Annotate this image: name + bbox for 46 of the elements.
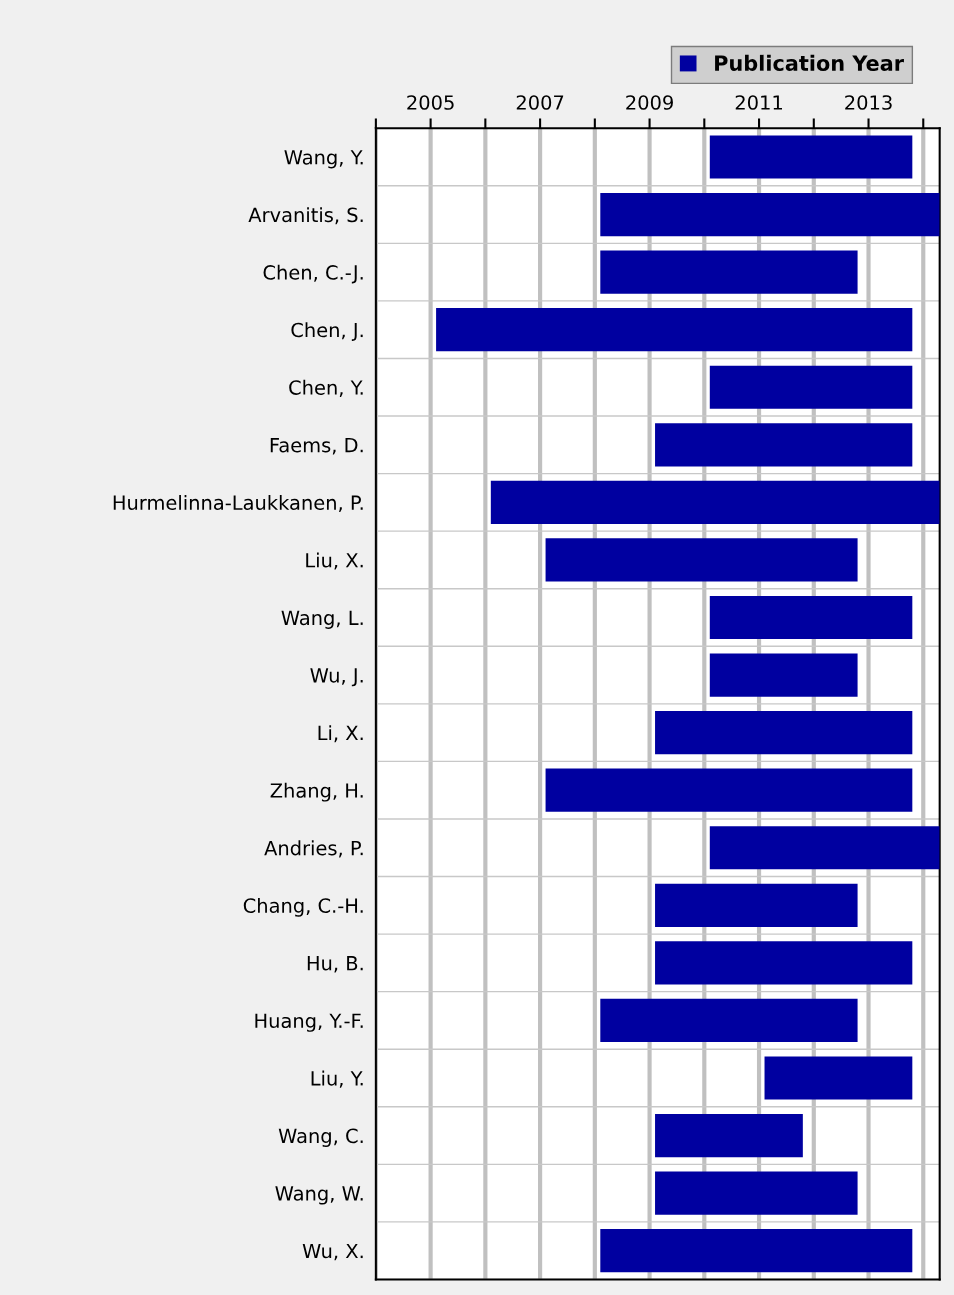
y-tick-label: Faems, D. [270,438,363,455]
y-tick-label: Zhang, H. [270,782,363,802]
y-tick-label: Huang, Y.-F. [255,1013,363,1032]
bar [490,480,940,524]
bar [709,135,913,179]
bar [600,998,858,1043]
x-tick-label: 2011 [735,95,782,110]
bar [709,653,858,697]
y-tick-label: Wang, Y. [284,150,363,169]
x-tick-label: 2009 [626,95,673,110]
y-tick-label: Hu, B. [307,956,363,973]
bar [600,1229,913,1273]
y-tick-label: Liu, Y. [311,1070,363,1088]
bar [655,1171,858,1215]
x-tick-label: 2005 [407,95,454,110]
legend-label: Publication Year [715,54,904,71]
y-tick-label: Arvanitis, S. [248,207,363,225]
x-tick-label: 2013 [845,95,892,110]
y-tick-label: Wang, W. [275,1186,363,1205]
y-tick-label: Hurmelinna-Laukkanen, P. [113,494,363,513]
bar [655,711,913,755]
bar [600,192,940,237]
bar [436,308,913,352]
y-tick-label: Chang, C.-H. [243,897,363,917]
bar [545,538,858,582]
bar [709,826,940,870]
bar [709,595,913,640]
bar [655,941,913,985]
bar [600,250,858,294]
y-tick-label: Andries, P. [264,840,363,858]
y-tick-label: Wang, L. [281,610,363,629]
x-tick-label: 2007 [516,95,564,110]
y-tick-label: Chen, Y. [289,379,363,397]
y-tick-label: Wu, X. [302,1243,363,1261]
bar [709,365,913,409]
bar [764,1056,913,1100]
y-tick-label: Wang, C. [278,1128,363,1147]
bar [545,768,913,812]
bar [655,1113,803,1158]
y-tick-label: Chen, J. [291,322,363,341]
y-tick-label: Wu, J. [310,668,363,687]
bar [655,423,913,467]
y-tick-label: Liu, X. [306,552,363,570]
y-tick-label: Li, X. [318,725,363,743]
y-tick-label: Chen, C.-J. [263,264,363,284]
bar [655,883,858,927]
